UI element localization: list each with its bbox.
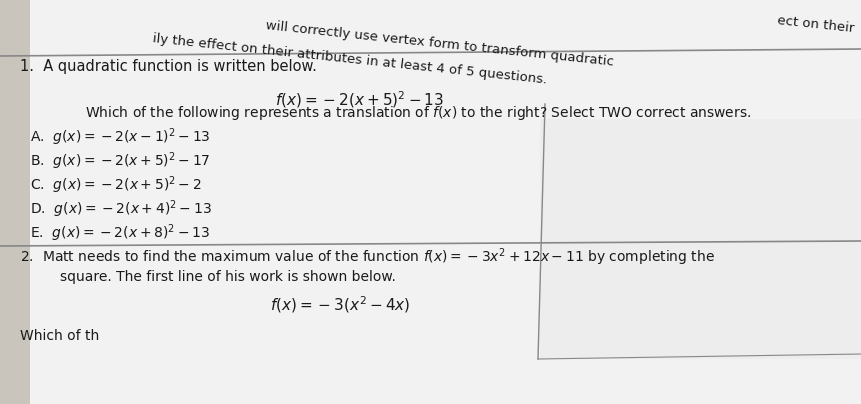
Bar bbox=[0, 0, 30, 404]
Text: E.  $g(x)=-2(x+8)^2-13$: E. $g(x)=-2(x+8)^2-13$ bbox=[30, 222, 210, 244]
Text: $f(x)=-2(x+5)^2-13$: $f(x)=-2(x+5)^2-13$ bbox=[276, 89, 444, 110]
Text: Which of th: Which of th bbox=[20, 329, 99, 343]
Text: square. The first line of his work is shown below.: square. The first line of his work is sh… bbox=[60, 270, 395, 284]
Bar bbox=[539, 119, 861, 359]
Text: will correctly use vertex form to transform quadratic: will correctly use vertex form to transf… bbox=[265, 19, 614, 69]
Text: B.  $g(x)=-2(x+5)^2-17$: B. $g(x)=-2(x+5)^2-17$ bbox=[30, 150, 210, 172]
Text: D.  $g(x)=-2(x+4)^2-13$: D. $g(x)=-2(x+4)^2-13$ bbox=[30, 198, 212, 220]
Text: ily the effect on their attributes in at least 4 of 5 questions.: ily the effect on their attributes in at… bbox=[152, 32, 548, 86]
Text: 2.  Matt needs to find the maximum value of the function $f(x)=-3x^2+12x-11$ by : 2. Matt needs to find the maximum value … bbox=[20, 246, 714, 267]
Text: A.  $g(x)=-2(x-1)^2-13$: A. $g(x)=-2(x-1)^2-13$ bbox=[30, 126, 210, 147]
Text: ect on their: ect on their bbox=[776, 14, 854, 35]
Text: 1.  A quadratic function is written below.: 1. A quadratic function is written below… bbox=[20, 59, 317, 74]
Text: C.  $g(x)=-2(x+5)^2-2$: C. $g(x)=-2(x+5)^2-2$ bbox=[30, 174, 201, 196]
Text: Which of the following represents a translation of $f(x)$ to the right? Select T: Which of the following represents a tran… bbox=[85, 104, 751, 122]
Text: $f(x)=-3(x^2-4x)$: $f(x)=-3(x^2-4x)$ bbox=[269, 294, 410, 315]
